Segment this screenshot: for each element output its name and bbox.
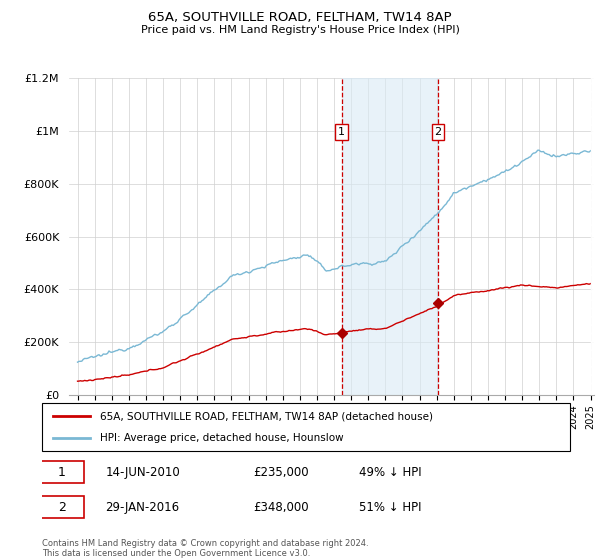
Text: 2: 2	[58, 501, 66, 514]
Text: Price paid vs. HM Land Registry's House Price Index (HPI): Price paid vs. HM Land Registry's House …	[140, 25, 460, 35]
FancyBboxPatch shape	[40, 496, 84, 519]
Text: 49% ↓ HPI: 49% ↓ HPI	[359, 466, 421, 479]
Text: Contains HM Land Registry data © Crown copyright and database right 2024.
This d: Contains HM Land Registry data © Crown c…	[42, 539, 368, 558]
Text: 2: 2	[434, 127, 442, 137]
Text: 14-JUN-2010: 14-JUN-2010	[106, 466, 180, 479]
Bar	[342, 78, 438, 395]
Text: £235,000: £235,000	[253, 466, 309, 479]
Text: 65A, SOUTHVILLE ROAD, FELTHAM, TW14 8AP: 65A, SOUTHVILLE ROAD, FELTHAM, TW14 8AP	[148, 11, 452, 24]
Text: HPI: Average price, detached house, Hounslow: HPI: Average price, detached house, Houn…	[100, 433, 344, 443]
Bar	[590, 78, 594, 395]
Text: 29-JAN-2016: 29-JAN-2016	[106, 501, 179, 514]
Text: 1: 1	[338, 127, 345, 137]
Text: 51% ↓ HPI: 51% ↓ HPI	[359, 501, 421, 514]
FancyBboxPatch shape	[42, 403, 570, 451]
Text: 1: 1	[58, 466, 66, 479]
Text: £348,000: £348,000	[253, 501, 309, 514]
FancyBboxPatch shape	[40, 461, 84, 483]
Text: 65A, SOUTHVILLE ROAD, FELTHAM, TW14 8AP (detached house): 65A, SOUTHVILLE ROAD, FELTHAM, TW14 8AP …	[100, 411, 433, 421]
